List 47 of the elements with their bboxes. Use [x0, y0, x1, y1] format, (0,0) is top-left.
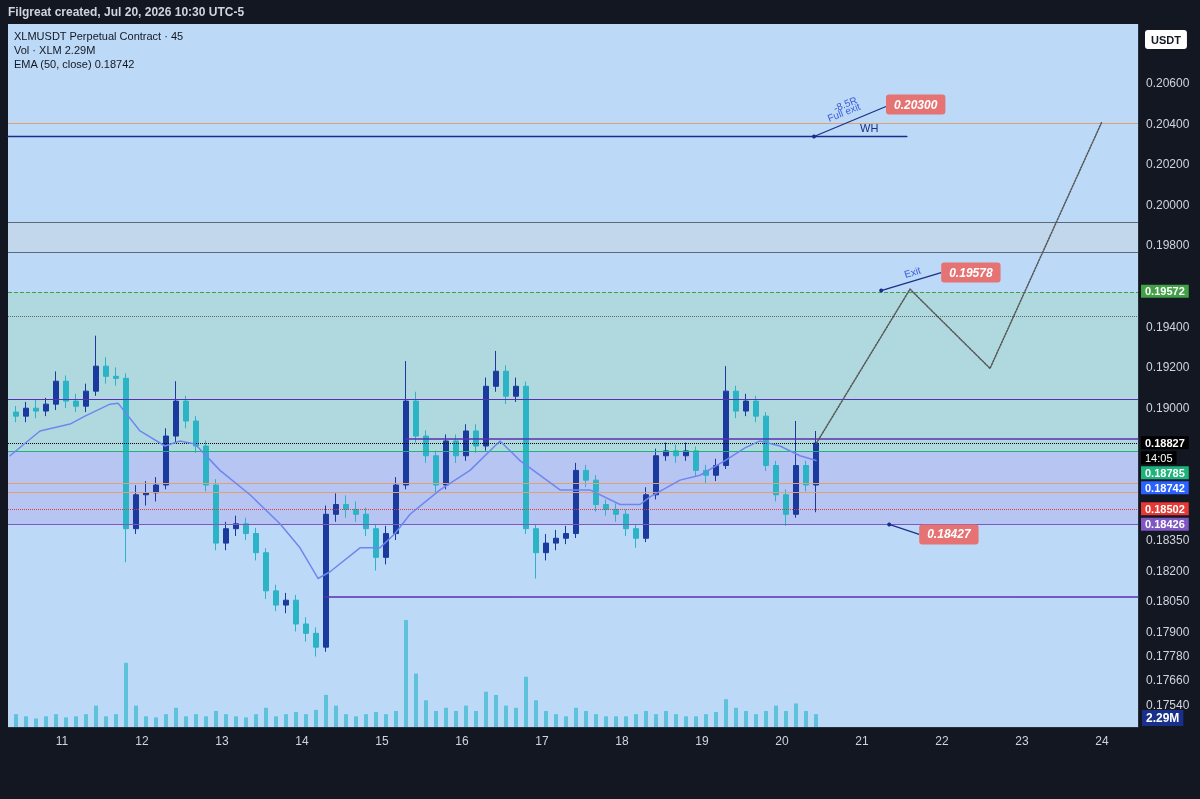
text: 0.18785 — [1145, 466, 1185, 479]
text: XLMUSDT Perpetual Contract · 45 — [14, 29, 184, 42]
y-tick-label: 0.20600 — [1146, 75, 1190, 90]
annotation: 0.20300 — [894, 97, 938, 112]
x-tick-label: 14 — [295, 734, 309, 748]
y-tick-label: 0.18050 — [1146, 594, 1190, 609]
x-tick-label: 17 — [535, 734, 549, 748]
text: Filgreat created, Jul 20, 2026 10:30 UTC-5 — [8, 5, 245, 19]
y-tick-label: 0.17540 — [1146, 697, 1190, 712]
x-tick-label: 15 — [375, 734, 389, 748]
text: 0.18742 — [1145, 481, 1185, 494]
y-tick-label: 0.20000 — [1146, 197, 1190, 212]
ref-line-label: 0.19572 — [1145, 285, 1185, 298]
y-tick-label: 0.18350 — [1146, 533, 1190, 548]
x-tick-label: 22 — [935, 734, 949, 748]
x-tick-label: 20 — [775, 734, 789, 748]
annotation: 0.18427 — [927, 527, 972, 542]
x-tick-label: 16 — [455, 734, 469, 748]
text: 2.29M — [1146, 711, 1180, 725]
ref-line-label: 0.18426 — [1145, 518, 1185, 531]
text: Vol · XLM 2.29M — [14, 43, 96, 56]
ref-line-label: 0.18827 — [1145, 436, 1185, 449]
annotation: EMA (50, close) 0.18742 — [14, 57, 135, 70]
x-tick-label: 11 — [55, 734, 69, 748]
y-tick-label: 0.17660 — [1146, 673, 1190, 688]
annotation: WH — [860, 121, 879, 134]
x-tick-label: 21 — [855, 734, 869, 748]
x-tick-label: 18 — [615, 734, 629, 748]
y-tick-label: 0.19200 — [1146, 360, 1190, 375]
y-tick-label: 0.20400 — [1146, 116, 1190, 131]
x-tick-label: 12 — [135, 734, 149, 748]
y-tick-label: 0.17900 — [1146, 624, 1190, 639]
annotation: 0.19578 — [949, 265, 993, 280]
ref-line-label: 0.18502 — [1145, 502, 1185, 515]
x-tick-label: 19 — [695, 734, 709, 748]
x-tick-label: 24 — [1095, 734, 1109, 748]
x-tick-label: 13 — [215, 734, 229, 748]
y-tick-label: 0.19800 — [1146, 238, 1190, 253]
y-tick-label: 0.20200 — [1146, 157, 1190, 172]
text: 14:05 — [1145, 451, 1173, 464]
x-tick-label: 23 — [1015, 734, 1029, 748]
y-tick-label: 0.17780 — [1146, 648, 1190, 663]
annotation: Exit — [902, 264, 923, 281]
y-tick-label: 0.18200 — [1146, 563, 1190, 578]
y-tick-label: 0.19000 — [1146, 401, 1190, 416]
y-tick-label: 0.19400 — [1146, 319, 1190, 334]
text: USDT — [1151, 33, 1182, 46]
